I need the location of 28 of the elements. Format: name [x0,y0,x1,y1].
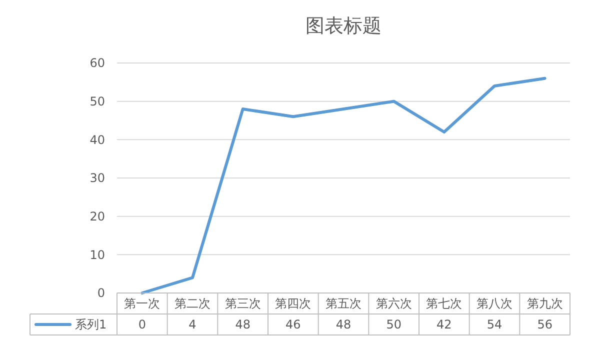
x-tick-label: 第七次 [426,296,462,311]
y-tick-label: 60 [90,56,105,70]
data-label: 42 [436,318,452,332]
x-tick-label: 第二次 [174,296,210,311]
data-label: 56 [537,318,552,332]
y-tick-label: 0 [97,286,105,300]
y-tick-label: 30 [90,171,105,186]
x-tick-label: 第五次 [326,296,362,311]
x-tick-label: 第一次 [124,296,160,311]
data-label: 48 [235,318,250,332]
y-tick-label: 40 [90,132,105,147]
chart-title: 图表标题 [306,15,382,37]
y-tick-label: 20 [90,210,105,224]
data-label: 50 [386,318,402,332]
x-tick-label: 第四次 [275,296,312,311]
data-label: 4 [188,318,196,332]
data-label: 54 [486,318,502,332]
data-label: 46 [286,318,301,332]
data-label: 0 [138,318,146,332]
x-tick-label: 第九次 [526,296,563,311]
x-tick-label: 第八次 [476,296,512,311]
data-label: 48 [336,318,352,332]
x-tick-label: 第三次 [224,296,261,311]
y-tick-label: 50 [90,94,105,109]
x-tick-label: 第六次 [376,296,412,311]
y-tick-label: 10 [90,248,105,262]
line-series [140,76,546,294]
legend-label: 系列1 [75,318,107,332]
